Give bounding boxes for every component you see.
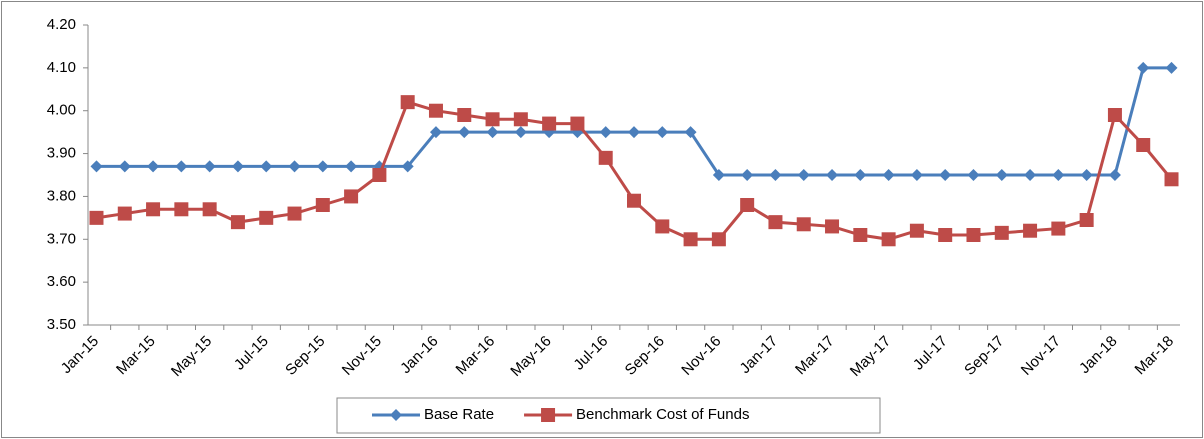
marker [345,160,358,173]
marker [1080,169,1093,181]
marker [599,126,612,139]
marker [684,126,697,139]
marker [1108,169,1121,181]
marker [231,160,244,173]
marker [711,232,726,247]
y-tick-label: 3.80 [47,187,76,204]
marker [939,169,952,181]
marker [458,126,471,139]
marker [628,126,640,139]
marker [1079,213,1094,227]
marker [486,126,499,139]
marker [203,160,216,173]
legend-marker [541,408,556,422]
y-tick-label: 3.70 [47,230,76,247]
marker [570,116,585,131]
marker [513,112,528,127]
legend-box [336,397,881,434]
marker [1023,223,1038,238]
marker [938,228,953,242]
marker [260,160,273,173]
marker [89,210,104,225]
marker [230,215,245,230]
marker [797,169,810,181]
marker [741,169,754,181]
marker [174,202,189,217]
marker [259,210,274,225]
y-tick-label: 3.60 [47,273,76,290]
marker [910,169,923,181]
marker [909,223,924,238]
marker [146,202,161,217]
marker [1164,172,1179,187]
marker [995,169,1008,181]
marker [1051,221,1066,236]
marker [1052,169,1065,181]
marker [344,189,359,204]
marker [542,116,557,131]
marker [429,126,442,139]
marker [400,95,415,110]
marker [1024,169,1037,181]
marker [712,169,725,181]
marker [655,219,670,234]
legend-label: Base Rate [424,406,494,423]
marker [881,232,896,247]
marker [796,217,811,232]
marker [202,202,217,217]
marker [1137,61,1150,74]
marker [571,126,584,139]
marker [768,215,783,230]
y-tick-label: 3.50 [47,316,76,333]
marker [147,160,160,173]
marker [882,169,895,181]
y-tick-label: 3.90 [47,145,76,162]
marker [90,160,103,173]
legend-label: Benchmark Cost of Funds [576,406,749,423]
marker [683,232,698,247]
marker [372,168,387,182]
marker [288,160,301,173]
marker [514,126,527,139]
legend-marker [390,409,402,421]
y-tick-label: 4.00 [47,102,76,119]
marker [428,103,443,118]
marker [769,169,782,181]
marker [543,126,556,139]
marker [117,206,132,221]
marker [967,169,980,181]
marker [316,160,329,173]
marker [1107,108,1122,122]
marker [656,126,669,139]
y-tick-label: 4.10 [47,59,76,76]
marker [825,219,840,234]
marker [401,160,414,173]
marker [315,198,330,212]
y-tick-label: 4.20 [47,16,76,33]
marker [598,150,613,165]
marker [854,169,867,181]
marker [966,228,981,242]
marker [853,228,868,242]
marker [627,193,641,208]
marker [118,160,131,173]
marker [740,198,755,212]
marker [1136,138,1151,152]
marker [287,206,302,221]
marker [1165,61,1178,74]
marker [826,169,839,181]
marker [485,112,500,127]
marker [175,160,188,173]
marker [994,225,1009,240]
marker [457,108,472,122]
